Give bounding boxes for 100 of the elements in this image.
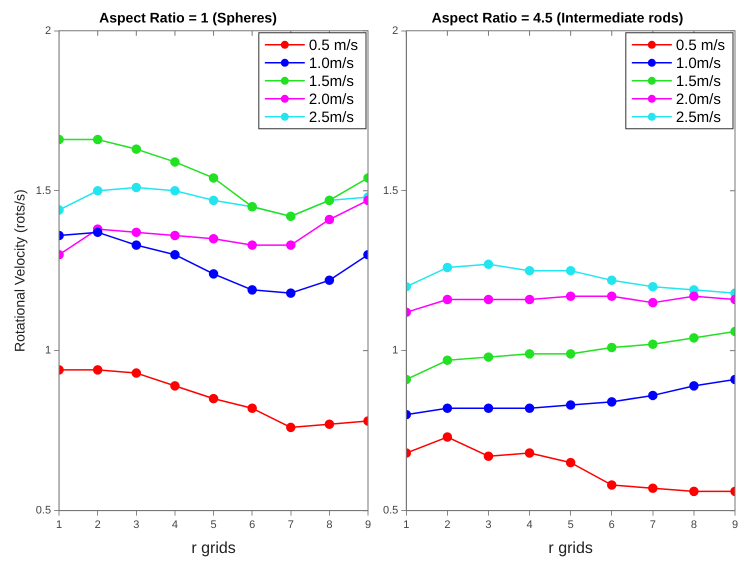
point [524, 266, 534, 276]
x-tick-label: 6 [608, 519, 615, 532]
point [442, 356, 452, 366]
point [689, 292, 699, 302]
chart-title: Aspect Ratio = 4.5 (Intermediate rods) [432, 9, 684, 26]
y-tick-label: 1 [392, 344, 398, 357]
point [208, 173, 218, 183]
x-tick-label: 5 [210, 519, 217, 532]
legend-label: 0.5 m/s [676, 36, 726, 54]
legend-label: 1.0m/s [308, 54, 354, 72]
point [524, 349, 534, 359]
point [524, 403, 534, 413]
point [442, 432, 452, 442]
legend-label: 2.5m/s [676, 108, 721, 126]
point [689, 381, 699, 391]
x-tick-label: 6 [249, 519, 256, 532]
legend-label: 0.5 m/s [308, 36, 358, 54]
legend-label: 1.5m/s [676, 72, 721, 90]
point [484, 451, 494, 461]
y-tick-label: 1.5 [382, 184, 398, 197]
point [648, 390, 658, 400]
point [524, 294, 534, 304]
point [442, 262, 452, 272]
x-tick-label: 4 [526, 519, 533, 532]
x-tick-label: 3 [133, 519, 140, 532]
y-tick-label: 0.5 [36, 504, 52, 517]
y-tick-label: 2 [44, 24, 52, 37]
point [132, 144, 142, 154]
y-tick-label: 0.5 [382, 504, 398, 517]
point [170, 157, 180, 167]
point [170, 250, 180, 260]
point [648, 340, 658, 350]
x-axis-title: r grids [548, 540, 593, 557]
chart-title: Aspect Ratio = 1 (Spheres) [99, 9, 277, 26]
x-tick-label: 8 [690, 519, 697, 532]
point [324, 214, 334, 224]
point [648, 282, 658, 292]
point [208, 196, 218, 206]
point [170, 230, 180, 240]
point [648, 483, 658, 493]
point [170, 381, 180, 391]
y-tick-label: 1.5 [36, 184, 52, 197]
x-tick-label: 8 [326, 519, 332, 532]
point [566, 458, 576, 468]
point [92, 186, 102, 196]
x-tick-label: 9 [364, 519, 372, 532]
point [689, 333, 699, 343]
legend-label: 1.5m/s [308, 72, 354, 90]
point [247, 285, 257, 295]
x-tick-label: 2 [94, 519, 101, 532]
point [689, 486, 699, 496]
y-tick-label: 1 [44, 344, 52, 357]
x-tick-label: 7 [650, 519, 656, 532]
x-tick-label: 2 [444, 519, 450, 532]
point [247, 403, 257, 413]
point [606, 397, 616, 407]
point [286, 240, 296, 250]
point [92, 134, 102, 144]
point [524, 448, 534, 458]
x-tick-label: 3 [485, 519, 492, 532]
point [606, 276, 616, 286]
x-axis-title: r grids [191, 540, 236, 557]
legend-label: 1.0m/s [676, 54, 721, 72]
point [208, 269, 218, 279]
x-tick-label: 1 [403, 519, 410, 532]
point [648, 298, 658, 308]
point [286, 422, 296, 432]
point [247, 240, 257, 250]
x-tick-label: 1 [56, 519, 62, 532]
point [566, 400, 576, 410]
y-axis-title: Rotational Velocity (rots/s) [11, 189, 28, 352]
x-tick-label: 5 [568, 519, 574, 532]
point [92, 365, 102, 375]
point [132, 368, 142, 378]
point [208, 394, 218, 404]
y-tick-label: 2 [392, 24, 398, 37]
legend-label: 2.0m/s [308, 90, 354, 108]
point [566, 292, 576, 302]
point [566, 349, 576, 359]
point [566, 266, 576, 276]
point [484, 403, 494, 413]
point [92, 228, 102, 238]
legend-label: 2.5m/s [308, 108, 354, 126]
point [606, 342, 616, 352]
legend-label: 2.0m/s [676, 90, 721, 108]
point [484, 352, 494, 362]
point [606, 480, 616, 490]
x-tick-label: 4 [172, 519, 178, 532]
point [324, 276, 334, 286]
point [132, 240, 142, 250]
point [286, 288, 296, 298]
point [484, 294, 494, 304]
point [208, 234, 218, 244]
point [170, 186, 180, 196]
point [606, 292, 616, 302]
point [132, 228, 142, 238]
point [484, 260, 494, 270]
x-tick-label: 9 [732, 519, 738, 532]
point [442, 403, 452, 413]
x-tick-label: 7 [288, 519, 294, 532]
